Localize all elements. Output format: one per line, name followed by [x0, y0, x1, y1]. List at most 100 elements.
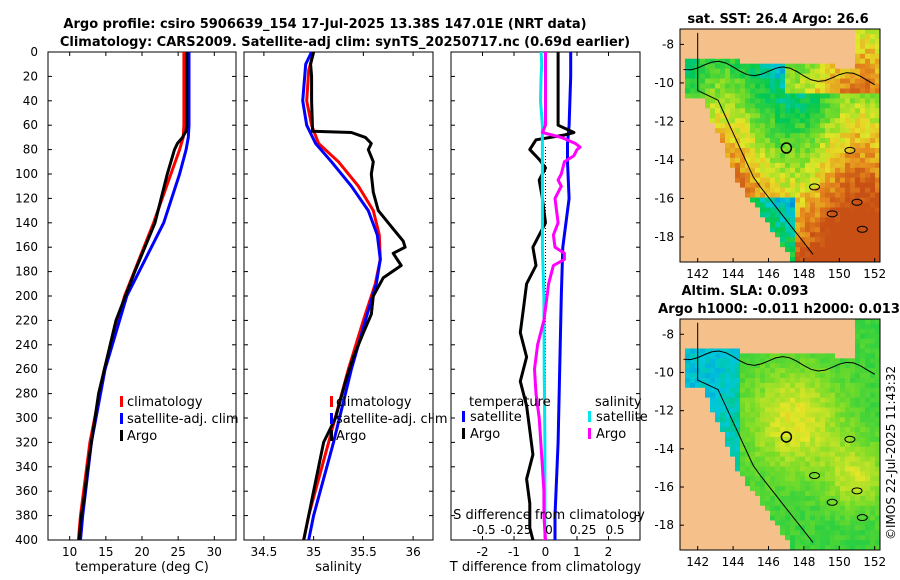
map-cell	[830, 192, 836, 198]
legend-label: climatology	[336, 395, 412, 410]
map-cell	[850, 540, 856, 546]
map-cell	[790, 58, 796, 65]
map-cell	[820, 343, 826, 349]
map-cell	[870, 466, 876, 472]
map-cell	[730, 162, 736, 169]
map-cell	[840, 402, 846, 408]
map-cell	[715, 461, 721, 467]
depth-tick-label: 80	[23, 143, 38, 157]
map-cell	[845, 192, 851, 198]
map-cell	[780, 133, 786, 139]
temperature-series-satellite-adj-clim	[79, 52, 191, 541]
map-cell	[785, 500, 791, 507]
map-cell	[745, 387, 751, 394]
map-cell	[775, 172, 781, 179]
map-cell	[695, 182, 701, 189]
map-cell	[820, 397, 826, 403]
map-cell	[835, 358, 841, 364]
map-cell	[755, 78, 761, 84]
map-cell	[780, 323, 786, 330]
map-cell	[820, 353, 826, 359]
map-cell	[800, 495, 806, 502]
map-cell	[700, 402, 706, 408]
map-cell	[680, 535, 686, 541]
map-cell	[765, 48, 771, 55]
map-cell	[785, 402, 791, 408]
map-cell	[770, 152, 776, 159]
map-cell	[715, 217, 721, 223]
map-cell	[755, 257, 761, 263]
map-cell	[835, 476, 841, 482]
map-cell	[705, 212, 711, 218]
map-cell	[815, 323, 821, 330]
map-cell	[730, 103, 736, 109]
map-cell	[860, 417, 866, 423]
map-cell	[725, 432, 731, 438]
map-contour	[683, 60, 875, 86]
map-cell	[830, 217, 836, 223]
map-cell	[680, 441, 686, 448]
map-cell	[745, 103, 751, 109]
map-cell	[785, 53, 791, 60]
map-cell	[850, 338, 856, 344]
map-cell	[820, 152, 826, 159]
map-cell	[845, 202, 851, 208]
map-cell	[705, 29, 711, 35]
map-cell	[870, 157, 876, 164]
map-cell	[790, 500, 796, 507]
map-cell	[710, 373, 716, 379]
map-cell	[725, 422, 731, 428]
map-cell	[770, 373, 776, 379]
map-cell	[700, 217, 706, 223]
map-cell	[680, 505, 686, 512]
map-cell	[735, 343, 741, 349]
map-cell	[715, 382, 721, 389]
map-cell	[800, 177, 806, 184]
map-cell	[795, 242, 801, 248]
map-cell	[740, 227, 746, 233]
map-cell	[725, 147, 731, 154]
map-cell	[870, 446, 876, 453]
map-cell	[850, 343, 856, 349]
map-cell	[775, 343, 781, 349]
map-cell	[850, 128, 856, 134]
map-cell	[830, 38, 836, 45]
map-cell	[740, 29, 746, 35]
map-cell	[850, 510, 856, 516]
map-cell	[845, 323, 851, 330]
map-cell	[725, 63, 731, 70]
map-cell	[815, 495, 821, 502]
map-cell	[765, 192, 771, 198]
map-cell	[750, 358, 756, 364]
map-cell	[715, 323, 721, 330]
map-cell	[865, 466, 871, 472]
map-cell	[805, 530, 811, 536]
map-cell	[690, 397, 696, 403]
map-cell	[800, 147, 806, 154]
map-cell	[745, 43, 751, 50]
map-cell	[680, 113, 686, 119]
map-cell	[865, 167, 871, 174]
map-cell	[710, 402, 716, 408]
map-cell	[865, 333, 871, 340]
map-cell	[705, 128, 711, 134]
map-cell	[795, 143, 801, 149]
map-cell	[875, 212, 881, 218]
map-cell	[815, 48, 821, 55]
difference-series-salinity-satellite	[539, 51, 547, 540]
map-x-tick-label: 150	[828, 555, 851, 569]
map-cell	[710, 515, 716, 521]
map-cell	[830, 68, 836, 75]
map-cell	[835, 48, 841, 55]
map-cell	[745, 392, 751, 399]
map-cell	[720, 88, 726, 94]
map-cell	[705, 338, 711, 344]
map-cell	[820, 363, 826, 369]
map-cell	[815, 520, 821, 526]
map-cell	[815, 247, 821, 253]
map-cell	[825, 363, 831, 369]
map-cell	[715, 495, 721, 502]
map-cell	[845, 476, 851, 482]
map-cell	[685, 63, 691, 70]
map-cell	[720, 227, 726, 233]
